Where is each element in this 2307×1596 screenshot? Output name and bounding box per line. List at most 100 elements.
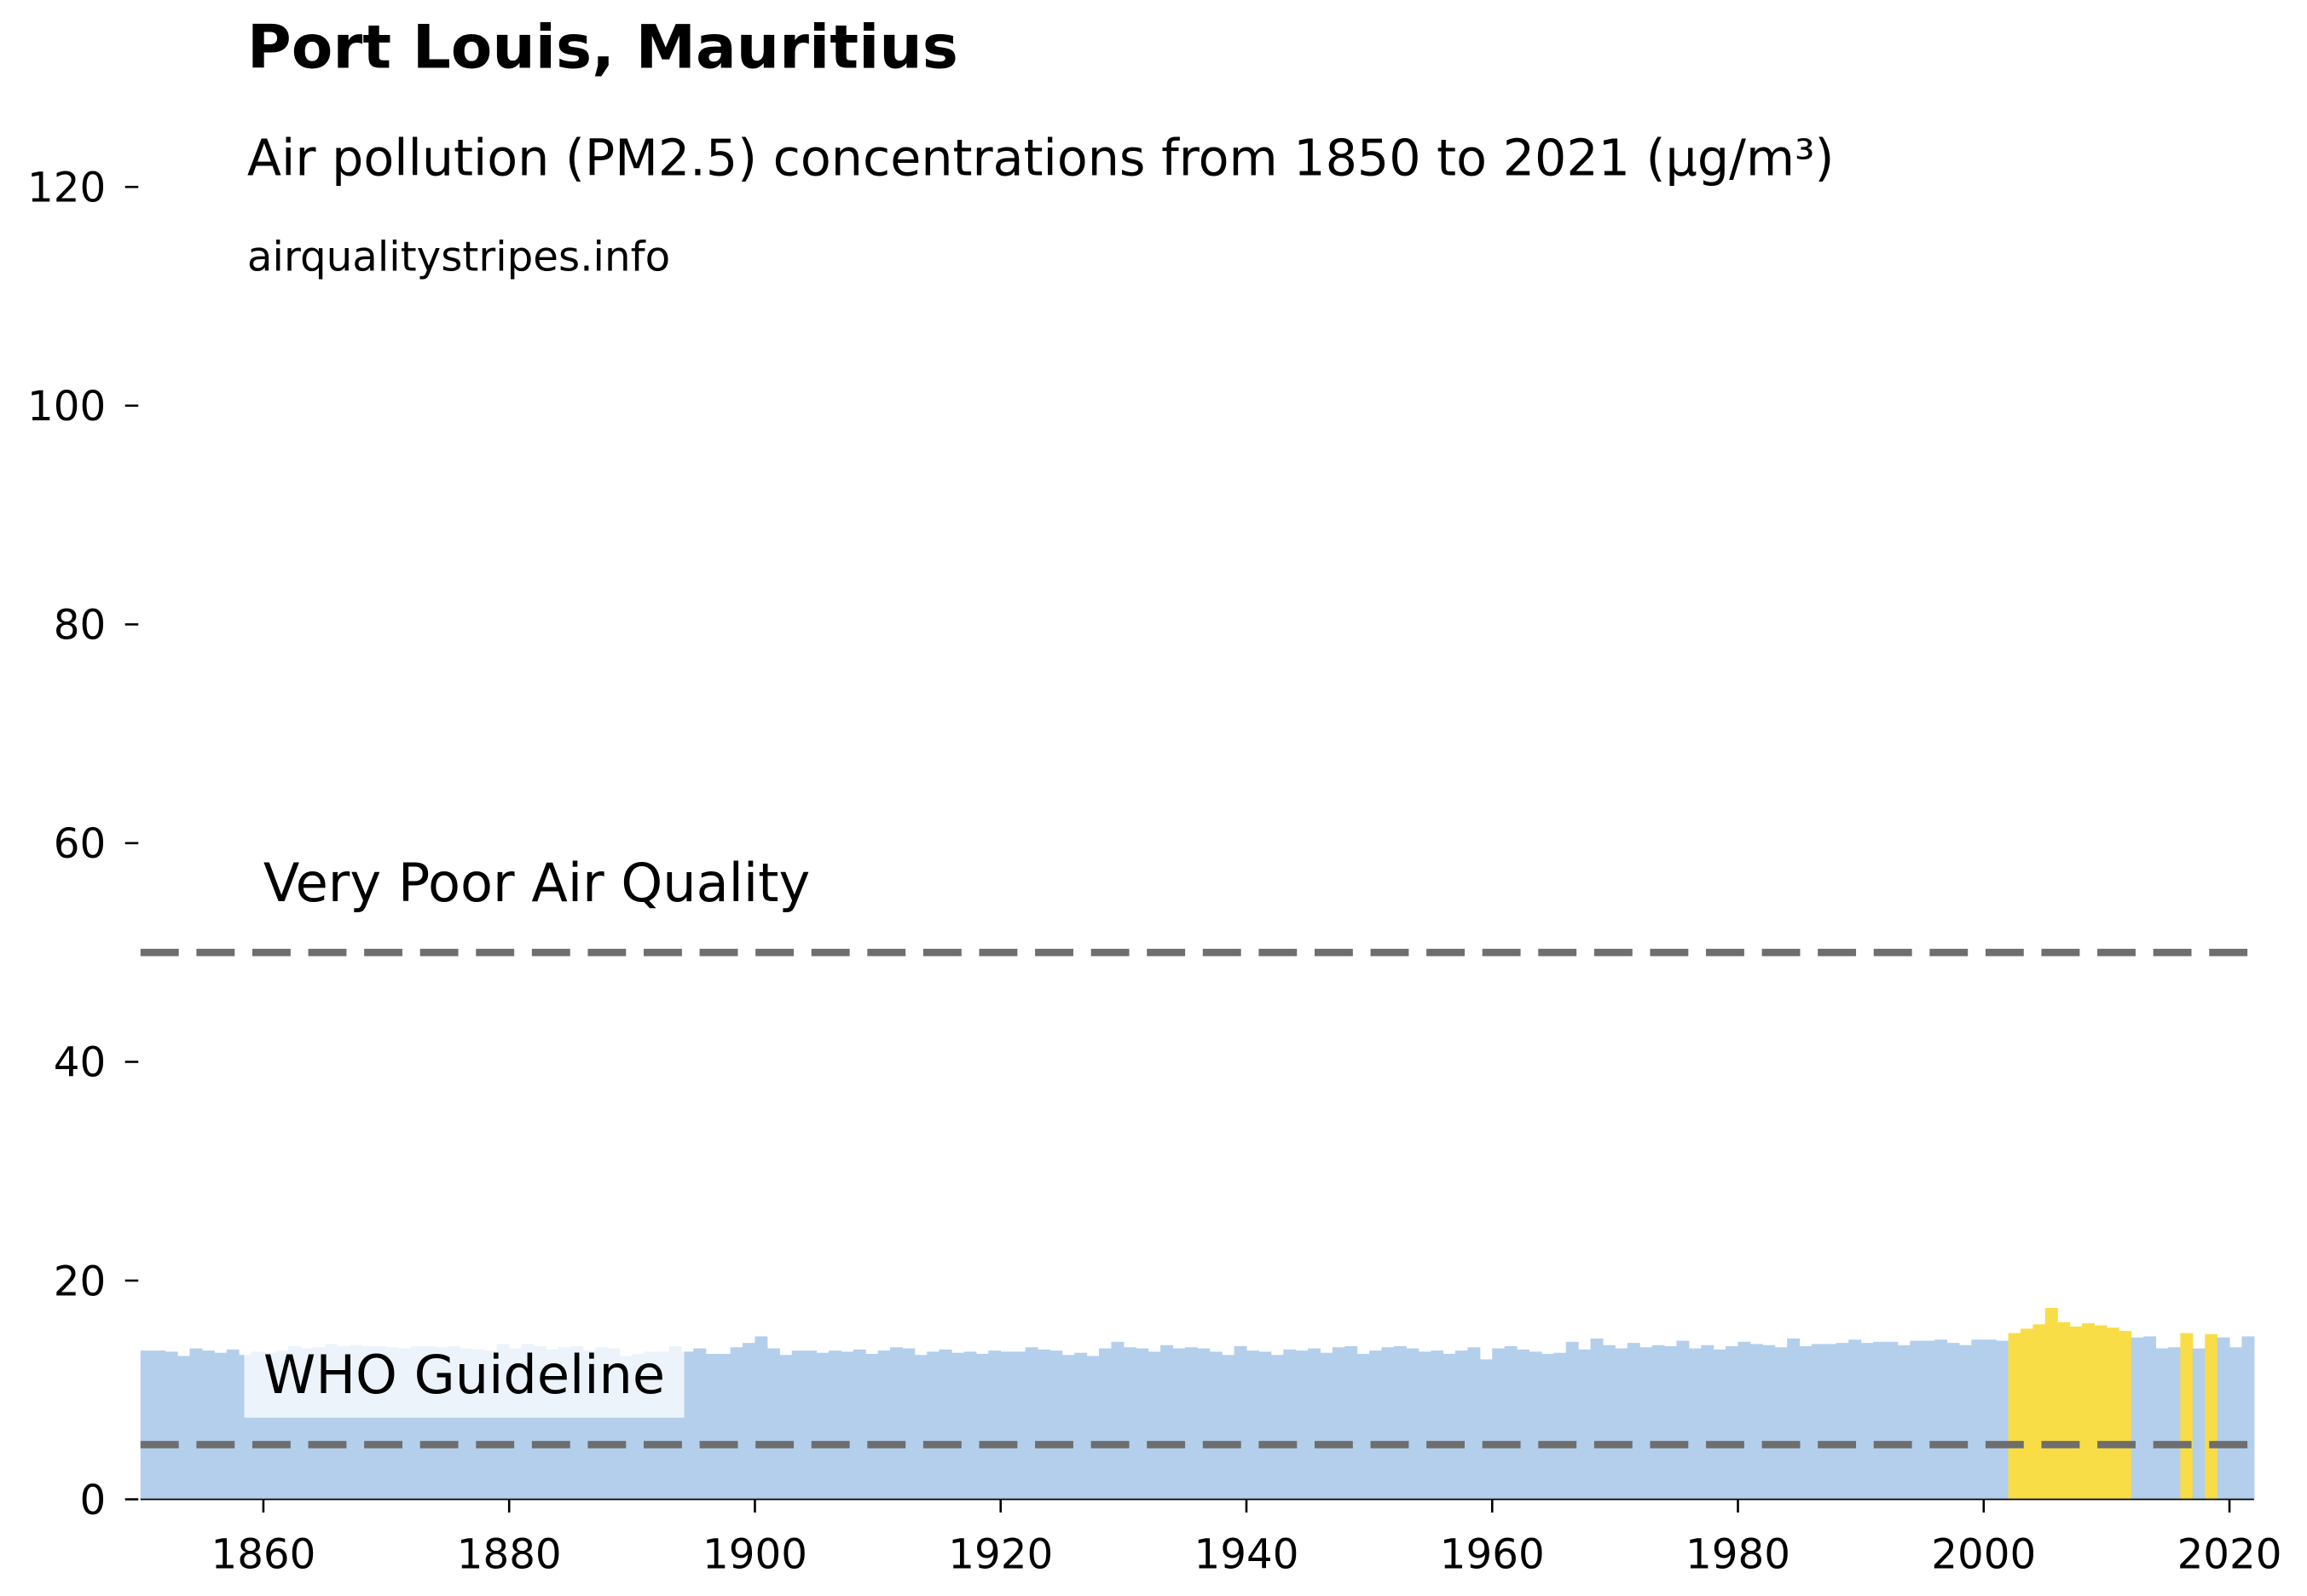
bar xyxy=(177,1356,190,1500)
x-tick-label: 1920 xyxy=(948,1531,1053,1579)
bar xyxy=(1762,1344,1776,1500)
bar xyxy=(828,1350,841,1500)
reference-label-group: Very Poor Air Quality xyxy=(263,852,810,914)
bar xyxy=(693,1348,707,1500)
bar xyxy=(153,1350,166,1500)
x-tick-label: 1880 xyxy=(457,1531,562,1579)
y-tick-label: 40 xyxy=(54,1039,106,1087)
bar xyxy=(1885,1341,1899,1500)
bar xyxy=(2143,1336,2157,1500)
bar xyxy=(1492,1348,1506,1500)
bar xyxy=(680,1351,694,1500)
bar xyxy=(1000,1351,1014,1500)
bar xyxy=(1381,1347,1395,1500)
bar xyxy=(975,1353,989,1500)
source: airqualitystripes.info xyxy=(247,234,670,281)
bar xyxy=(766,1348,780,1500)
bar xyxy=(2032,1324,2046,1500)
bar xyxy=(1848,1339,1862,1500)
bar xyxy=(1615,1348,1628,1500)
bar xyxy=(2044,1308,2058,1500)
bar xyxy=(1467,1347,1481,1500)
bar xyxy=(1074,1352,1088,1500)
bar xyxy=(841,1351,854,1500)
bar xyxy=(2205,1333,2218,1500)
bar xyxy=(1184,1347,1198,1500)
x-tick-label: 1980 xyxy=(1685,1531,1790,1579)
bar xyxy=(2229,1347,2242,1500)
bar xyxy=(1320,1352,1333,1500)
bar xyxy=(1222,1355,1235,1500)
bar xyxy=(1787,1339,1801,1500)
bar xyxy=(226,1349,240,1500)
bar xyxy=(1799,1345,1813,1500)
bar xyxy=(189,1348,203,1500)
bar xyxy=(1934,1339,1948,1500)
chart-subtitle: Air pollution (PM2.5) concentrations fro… xyxy=(247,129,1834,187)
bar xyxy=(779,1355,793,1500)
bar xyxy=(1013,1351,1026,1500)
bar xyxy=(804,1350,818,1500)
bar xyxy=(165,1351,178,1500)
bar xyxy=(1504,1345,1518,1500)
bar xyxy=(853,1349,866,1500)
bar xyxy=(1958,1344,1972,1500)
bar xyxy=(2131,1337,2144,1500)
bar xyxy=(1946,1343,1960,1500)
bar xyxy=(1971,1339,1985,1500)
bar xyxy=(1369,1350,1383,1500)
bar xyxy=(939,1349,952,1500)
bar xyxy=(1602,1344,1616,1500)
axes: 0 20 40 60 80 100 120 1860 1880 1900 1920 1940 1960 1… xyxy=(27,165,2281,1579)
bar xyxy=(1172,1348,1186,1500)
bar xyxy=(1123,1347,1136,1500)
bar xyxy=(2241,1336,2255,1500)
bar xyxy=(1258,1351,1272,1500)
bar xyxy=(2082,1323,2096,1500)
bar xyxy=(865,1353,879,1500)
bar xyxy=(988,1350,1002,1500)
bar xyxy=(2069,1326,2083,1500)
bar xyxy=(1676,1340,1690,1500)
bar xyxy=(2119,1331,2132,1500)
bar xyxy=(2106,1327,2119,1500)
bar xyxy=(1283,1349,1297,1500)
x-tick-label: 2020 xyxy=(2177,1531,2282,1579)
bar xyxy=(214,1352,228,1500)
bar xyxy=(1234,1345,1247,1500)
reference-lines: WHO Guideline Very Poor Air Quality xyxy=(140,852,2254,1449)
bar xyxy=(1996,1340,2009,1500)
bar xyxy=(1406,1348,1419,1500)
bar xyxy=(2094,1325,2108,1500)
y-tick-label: 0 xyxy=(80,1477,107,1524)
bar xyxy=(927,1351,940,1500)
bar xyxy=(914,1355,928,1500)
bar xyxy=(1701,1344,1714,1500)
bar xyxy=(1811,1344,1824,1500)
bar xyxy=(1270,1355,1284,1500)
bar xyxy=(1726,1345,1739,1500)
bar xyxy=(1897,1344,1911,1500)
bar xyxy=(1455,1350,1468,1500)
bar xyxy=(718,1353,731,1500)
x-tick-label: 1860 xyxy=(211,1531,315,1579)
bar xyxy=(2167,1347,2181,1500)
bar xyxy=(1295,1350,1309,1500)
reference-label: Very Poor Air Quality xyxy=(263,852,810,914)
bar xyxy=(1713,1349,1726,1500)
bar xyxy=(1246,1350,1259,1500)
bar xyxy=(743,1343,755,1500)
bar xyxy=(1836,1343,1849,1500)
bar xyxy=(2155,1348,2169,1500)
bar xyxy=(902,1348,916,1500)
bar xyxy=(1332,1347,1345,1500)
x-tick-label: 1900 xyxy=(703,1531,807,1579)
bar xyxy=(1049,1350,1063,1500)
reference-label-group: WHO Guideline xyxy=(244,1338,685,1418)
bar xyxy=(877,1350,891,1500)
bar xyxy=(1590,1339,1604,1500)
bar xyxy=(1688,1348,1702,1500)
bar xyxy=(890,1347,903,1500)
bar xyxy=(1418,1351,1431,1500)
bar xyxy=(1529,1351,1542,1500)
